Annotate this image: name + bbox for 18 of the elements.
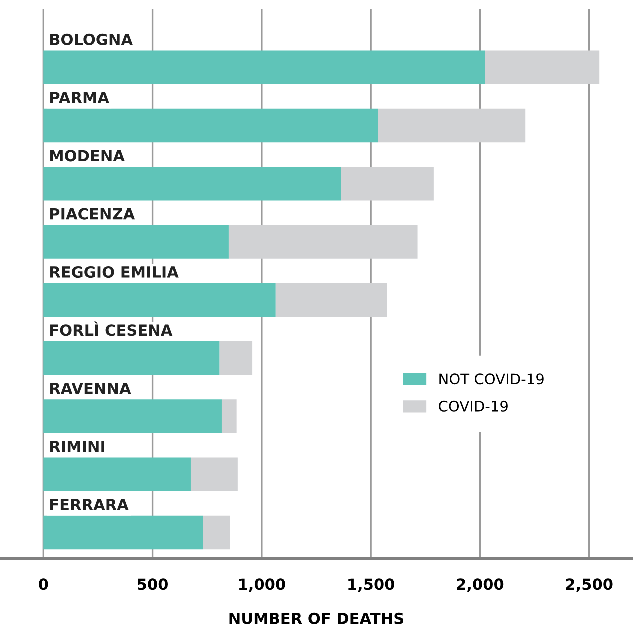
y-tick-label: PIACENZA	[50, 208, 136, 220]
y-tick-label: FERRARA	[50, 499, 129, 510]
x-tick-label: 2,000	[457, 578, 504, 592]
y-tick-label: RAVENNA	[50, 382, 132, 394]
y-tick-label: BOLOGNA	[50, 34, 133, 46]
y-tick-label: FORLÌ CESENA	[50, 322, 173, 336]
x-tick-label: 0	[39, 578, 48, 590]
y-tick-label: MODENA	[50, 150, 125, 162]
x-tick-label: 2,500	[566, 578, 613, 592]
x-tick-label: 1,500	[348, 578, 394, 592]
x-tick-label: 1,000	[239, 578, 286, 592]
y-tick-label: REGGIO EMILIA	[50, 266, 179, 278]
x-axis-title: NUMBER OF DEATHS	[230, 612, 404, 624]
y-tick-label: PARMA	[50, 92, 110, 104]
legend-label: NOT COVID-19	[440, 374, 544, 385]
y-tick-label: RIMINI	[50, 441, 105, 452]
x-tick-label: 500	[138, 578, 168, 590]
legend-label: COVID-19	[439, 400, 508, 412]
